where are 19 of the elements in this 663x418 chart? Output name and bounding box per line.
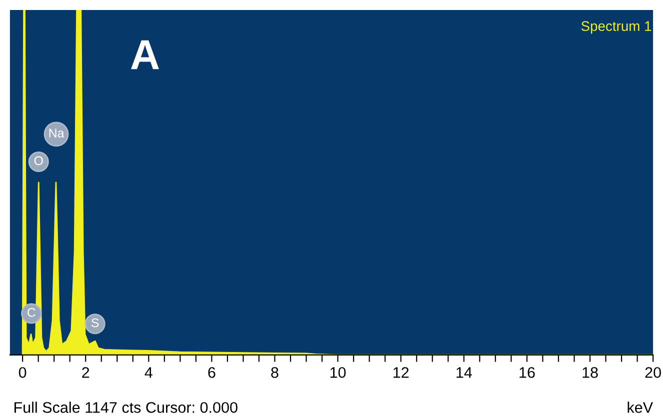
x-tick-label: 14 bbox=[456, 367, 472, 378]
x-tick-label: 20 bbox=[645, 367, 661, 378]
x-tick-label: 2 bbox=[82, 367, 90, 378]
annotation: A bbox=[130, 40, 159, 70]
x-tick-label: 12 bbox=[394, 367, 409, 378]
x-tick-label: 18 bbox=[582, 367, 598, 378]
annotation: C bbox=[28, 308, 36, 317]
x-tick-label: 10 bbox=[330, 367, 346, 378]
x-axis-title: keV bbox=[628, 402, 653, 413]
x-tick-label: 16 bbox=[520, 367, 535, 378]
x-tick-label: 6 bbox=[208, 367, 216, 378]
x-tick-label: 0 bbox=[18, 367, 26, 378]
annotation: Na bbox=[49, 128, 64, 138]
x-tick-label: 4 bbox=[144, 367, 152, 378]
annotation: S bbox=[91, 318, 99, 328]
x-tick-label: 8 bbox=[271, 367, 278, 378]
annotation: Spectrum 1 bbox=[581, 21, 652, 34]
text: Full Scale 1147 cts Cursor: 0.000 bbox=[14, 402, 238, 413]
annotation: O bbox=[34, 156, 43, 166]
